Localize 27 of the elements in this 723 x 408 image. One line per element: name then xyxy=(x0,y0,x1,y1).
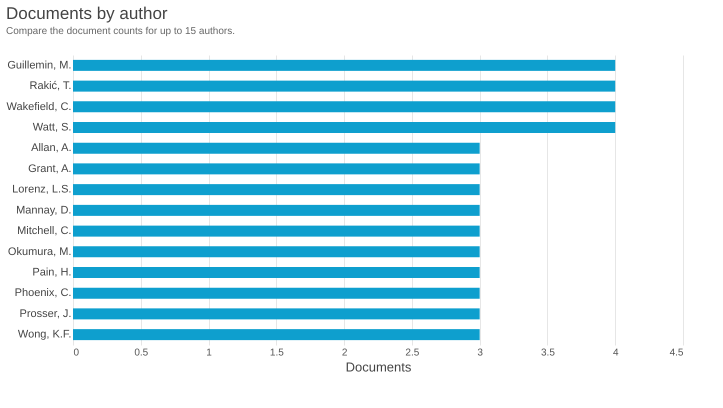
y-tick-label: Lorenz, L.S. xyxy=(12,184,72,196)
y-tick-label: Rakić, T. xyxy=(30,80,72,92)
x-tick-label: 4.5 xyxy=(670,348,684,358)
y-tick-label: Okumura, M. xyxy=(8,246,72,258)
y-tick-label: Grant, A. xyxy=(28,162,72,175)
y-tick-label: Wakefield, C. xyxy=(6,100,72,113)
chart-subtitle: Compare the document counts for up to 15 authors. xyxy=(6,26,236,37)
y-tick-label: Mannay, D. xyxy=(16,204,72,216)
y-tick-label: Pain, H. xyxy=(32,266,72,278)
y-tick-label: Allan, A. xyxy=(31,142,72,154)
y-tick-label: Prosser, J. xyxy=(20,308,72,320)
x-tick-label: 4 xyxy=(612,348,619,358)
y-tick-label: Wong, K.F. xyxy=(18,328,72,341)
x-tick-label: 0 xyxy=(74,348,80,358)
y-tick-label: Phoenix, C. xyxy=(14,287,72,300)
chart-title: Documents by author xyxy=(6,4,168,23)
y-tick-label: Watt, S. xyxy=(32,122,72,134)
x-tick-label: 3 xyxy=(477,348,484,358)
y-tick-label: Mitchell, C. xyxy=(17,225,72,238)
x-tick-label: 0.5 xyxy=(134,348,149,358)
x-tick-label: 3.5 xyxy=(540,348,556,358)
y-tick-label: Guillemin, M. xyxy=(7,59,72,72)
x-tick-label: 1 xyxy=(206,348,212,358)
x-tick-label: 1.5 xyxy=(270,348,284,358)
x-tick-label: 2 xyxy=(342,348,348,358)
x-tick-label: 2.5 xyxy=(405,348,420,358)
x-axis-title: Documents xyxy=(346,360,412,374)
